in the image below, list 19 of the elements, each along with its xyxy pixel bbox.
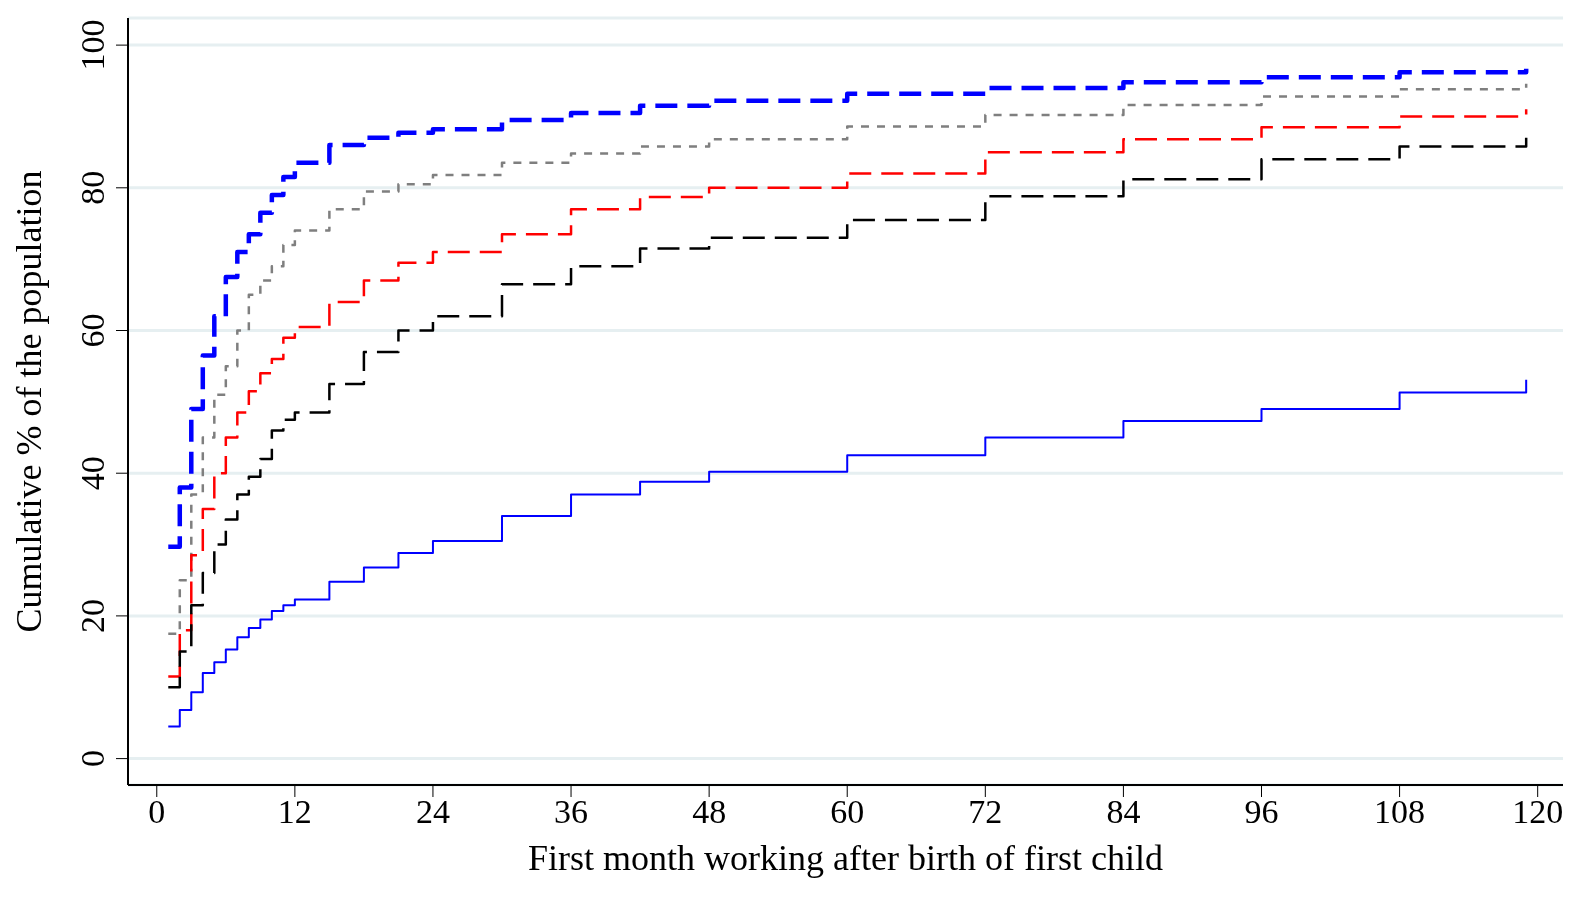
y-tick-label: 0 [74, 750, 111, 768]
x-axis-title: First month working after birth of first child [528, 838, 1163, 878]
x-tick-label: 84 [1106, 793, 1141, 831]
x-tick-label: 60 [830, 793, 865, 831]
y-tick-label: 40 [74, 456, 111, 491]
y-tick-label: 20 [74, 598, 111, 633]
y-tick-label: 100 [74, 19, 111, 71]
x-tick-label: 120 [1512, 793, 1564, 831]
x-tick-label: 36 [554, 793, 589, 831]
y-axis-title: Cumulative % of the population [8, 170, 49, 633]
x-tick-label: 48 [692, 793, 727, 831]
x-tick-label: 24 [415, 793, 450, 831]
x-tick-label: 72 [968, 793, 1003, 831]
x-tick-label: 108 [1374, 793, 1426, 831]
x-tick-label: 12 [277, 793, 312, 831]
x-tick-label: 96 [1244, 793, 1279, 831]
y-tick-label: 80 [74, 170, 111, 205]
x-tick-label: 0 [148, 793, 166, 831]
y-tick-label: 60 [74, 313, 111, 348]
